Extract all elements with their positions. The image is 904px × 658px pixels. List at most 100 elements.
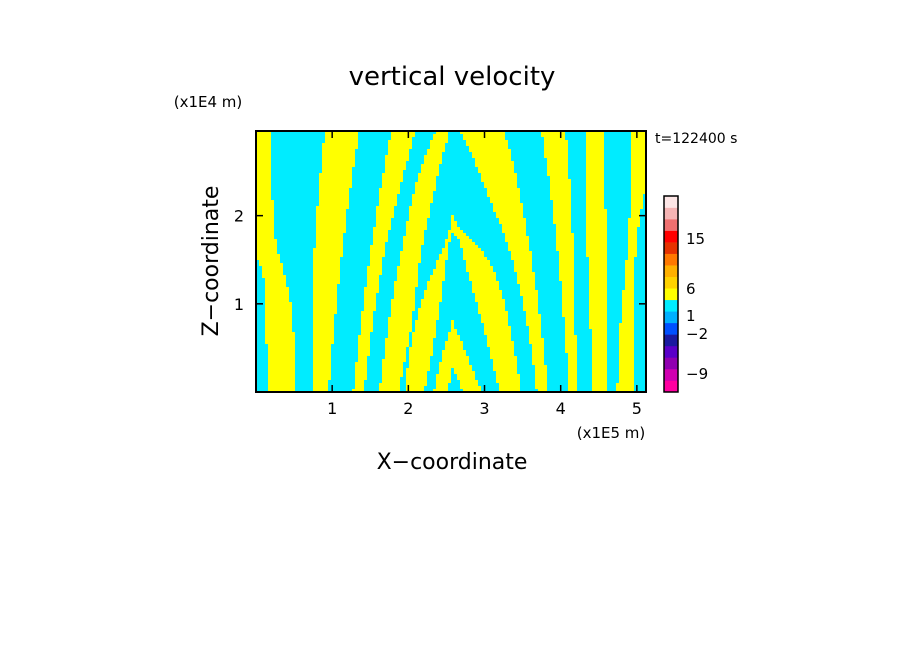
positive-cell <box>415 236 418 239</box>
positive-cell <box>601 326 604 329</box>
positive-cell <box>601 140 604 143</box>
positive-cell <box>385 347 388 350</box>
positive-cell <box>382 239 385 242</box>
positive-cell <box>448 230 451 233</box>
positive-cell <box>454 227 457 230</box>
positive-cell <box>562 158 565 161</box>
positive-cell <box>316 359 319 362</box>
positive-cell <box>346 152 349 155</box>
positive-cell <box>268 197 271 200</box>
positive-cell <box>439 146 442 149</box>
positive-cell <box>433 314 436 317</box>
positive-cell <box>550 146 553 149</box>
positive-cell <box>430 146 433 149</box>
positive-cell <box>634 212 637 215</box>
positive-cell <box>403 167 406 170</box>
positive-cell <box>571 284 574 287</box>
positive-cell <box>325 317 328 320</box>
positive-cell <box>268 155 271 158</box>
positive-cell <box>322 293 325 296</box>
positive-cell <box>529 338 532 341</box>
positive-cell <box>451 224 454 227</box>
positive-cell <box>478 308 481 311</box>
positive-cell <box>388 146 391 149</box>
positive-cell <box>394 146 397 149</box>
positive-cell <box>262 233 265 236</box>
positive-cell <box>568 245 571 248</box>
positive-cell <box>286 302 289 305</box>
positive-cell <box>595 257 598 260</box>
positive-cell <box>511 236 514 239</box>
positive-cell <box>283 275 286 278</box>
positive-cell <box>364 356 367 359</box>
positive-cell <box>331 173 334 176</box>
positive-cell <box>487 158 490 161</box>
positive-cell <box>523 245 526 248</box>
positive-cell <box>415 227 418 230</box>
positive-cell <box>622 353 625 356</box>
positive-cell <box>475 272 478 275</box>
positive-cell <box>394 155 397 158</box>
positive-cell <box>379 257 382 260</box>
positive-cell <box>292 344 295 347</box>
positive-cell <box>496 341 499 344</box>
positive-cell <box>322 341 325 344</box>
positive-cell <box>313 365 316 368</box>
positive-cell <box>265 311 268 314</box>
positive-cell <box>457 236 460 239</box>
positive-cell <box>337 248 340 251</box>
positive-cell <box>424 200 427 203</box>
positive-cell <box>553 212 556 215</box>
positive-cell <box>601 293 604 296</box>
positive-cell <box>289 350 292 353</box>
positive-cell <box>319 233 322 236</box>
positive-cell <box>418 185 421 188</box>
positive-cell <box>598 254 601 257</box>
positive-cell <box>283 299 286 302</box>
positive-cell <box>595 368 598 371</box>
positive-cell <box>418 341 421 344</box>
positive-cell <box>418 338 421 341</box>
positive-cell <box>412 290 415 293</box>
positive-cell <box>544 143 547 146</box>
positive-cell <box>277 338 280 341</box>
positive-cell <box>334 257 337 260</box>
positive-cell <box>529 263 532 266</box>
positive-cell <box>418 179 421 182</box>
positive-cell <box>448 344 451 347</box>
positive-cell <box>397 269 400 272</box>
positive-cell <box>541 356 544 359</box>
positive-cell <box>268 329 271 332</box>
positive-cell <box>406 374 409 377</box>
positive-cell <box>601 200 604 203</box>
positive-cell <box>268 221 271 224</box>
positive-cell <box>325 344 328 347</box>
positive-cell <box>598 266 601 269</box>
positive-cell <box>325 161 328 164</box>
positive-cell <box>418 311 421 314</box>
positive-cell <box>484 263 487 266</box>
positive-cell <box>592 215 595 218</box>
positive-cell <box>268 275 271 278</box>
positive-cell <box>574 338 577 341</box>
positive-cell <box>259 158 262 161</box>
positive-cell <box>502 320 505 323</box>
positive-cell <box>472 287 475 290</box>
positive-cell <box>505 317 508 320</box>
positive-cell <box>598 245 601 248</box>
positive-cell <box>460 362 463 365</box>
positive-cell <box>394 314 397 317</box>
positive-cell <box>448 353 451 356</box>
positive-cell <box>595 365 598 368</box>
positive-cell <box>364 323 367 326</box>
positive-cell <box>445 137 448 140</box>
positive-cell <box>499 308 502 311</box>
positive-cell <box>424 185 427 188</box>
positive-cell <box>418 227 421 230</box>
positive-cell <box>589 245 592 248</box>
positive-cell <box>562 314 565 317</box>
positive-cell <box>517 248 520 251</box>
positive-cell <box>409 221 412 224</box>
positive-cell <box>325 173 328 176</box>
positive-cell <box>643 164 646 167</box>
